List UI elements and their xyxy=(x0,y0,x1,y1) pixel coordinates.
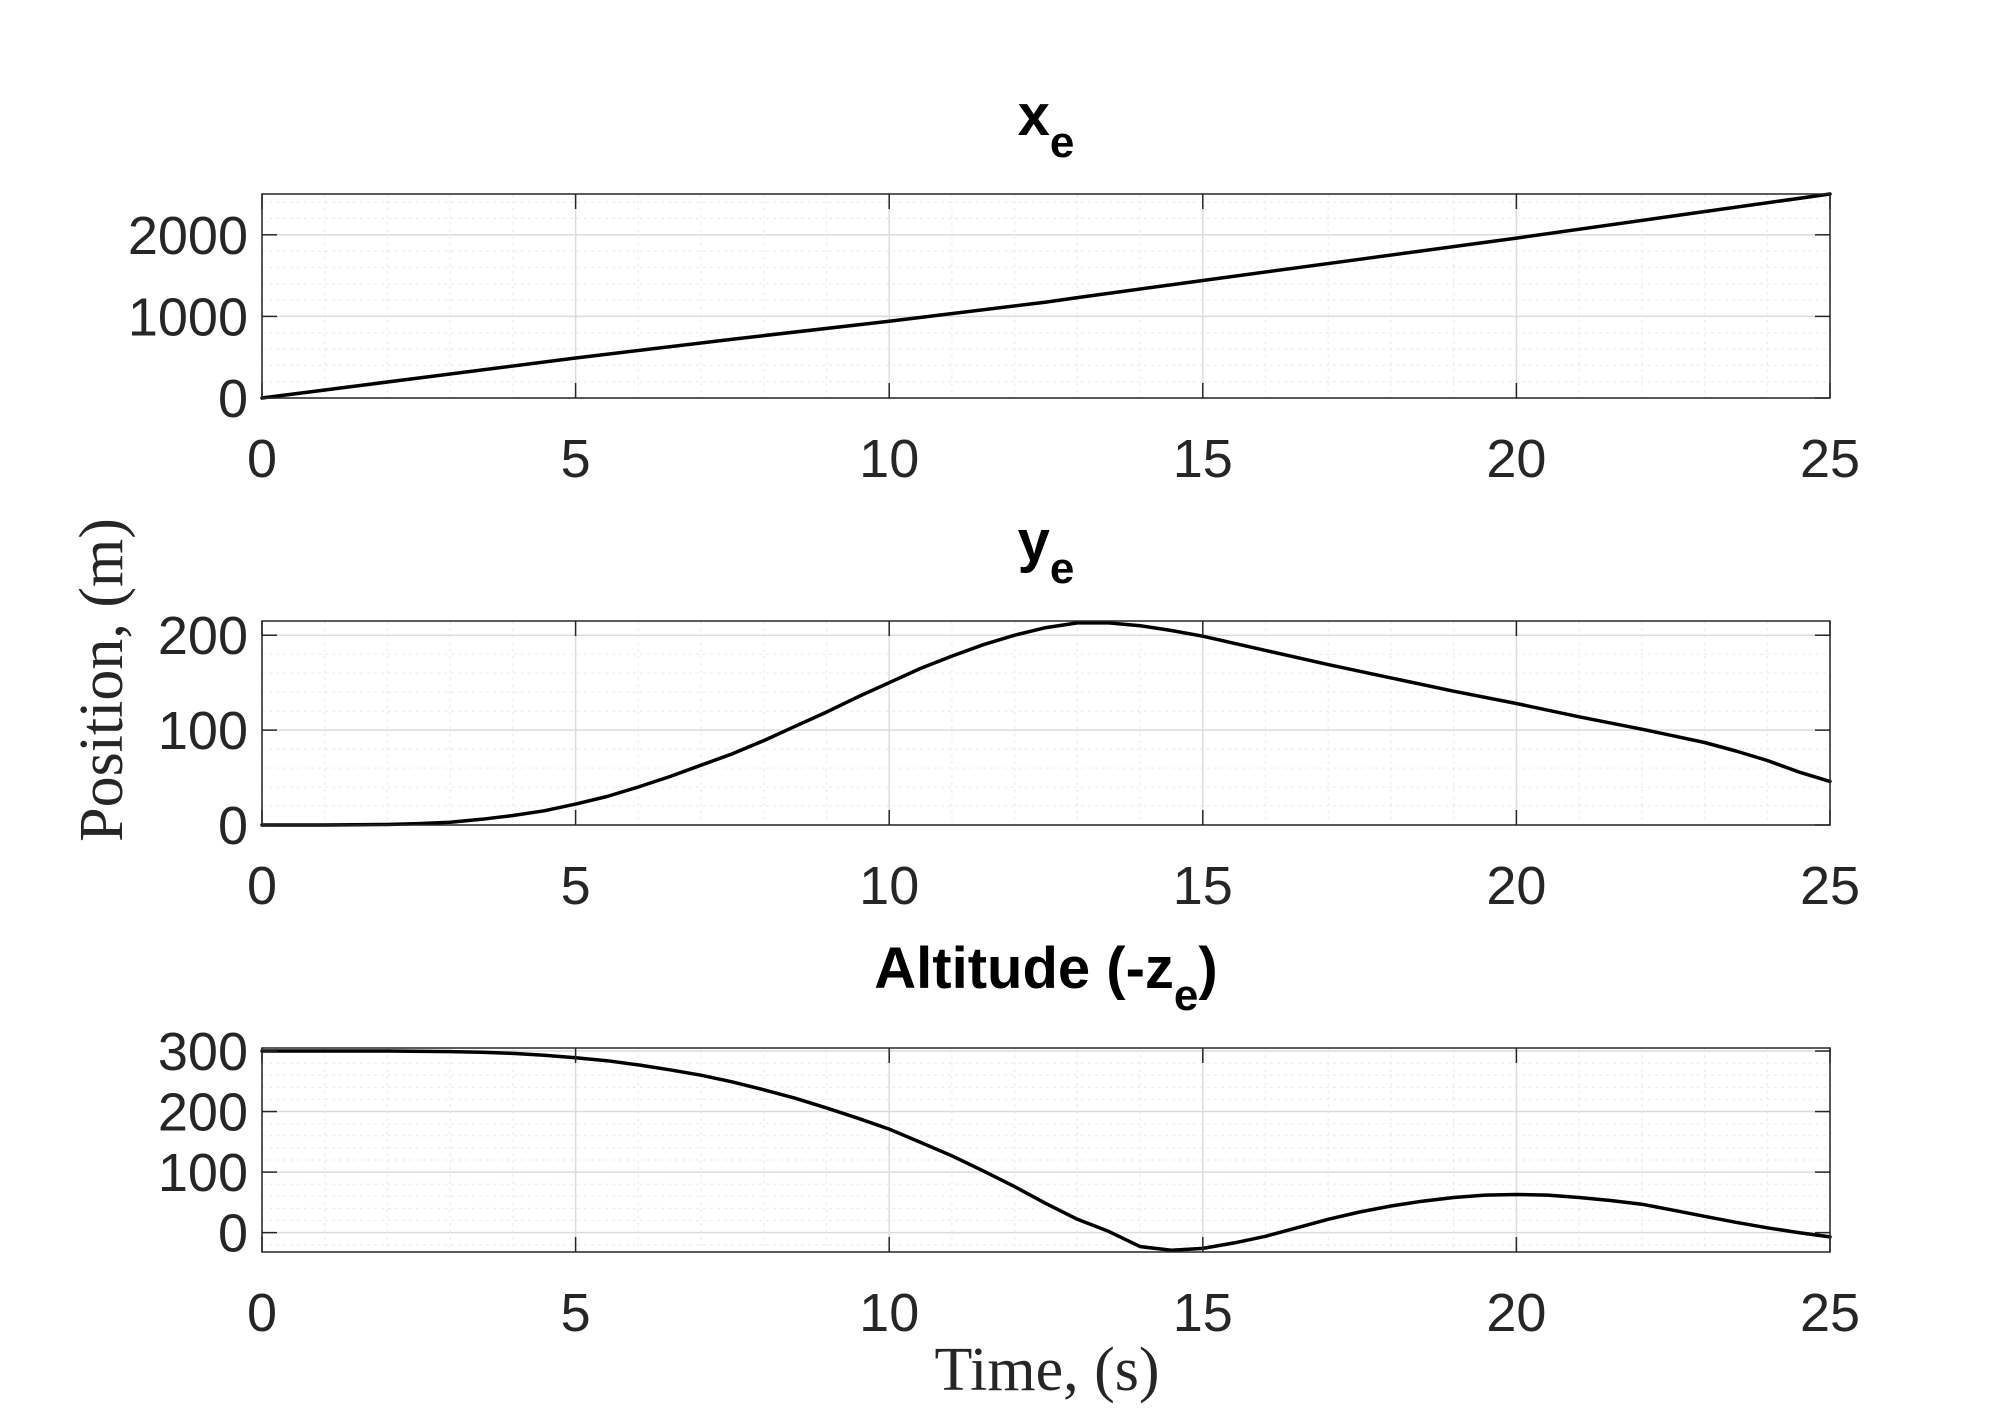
x-tick-label: 25 xyxy=(1800,856,1860,916)
series-line-1 xyxy=(260,621,1832,827)
y-tick-label: 200 xyxy=(158,606,248,666)
plot-area xyxy=(262,1048,1830,1252)
title-main-text: x xyxy=(1018,83,1050,148)
series-line-1 xyxy=(260,1049,1832,1252)
x-tick-label: 25 xyxy=(1800,429,1860,489)
x-tick-label: 5 xyxy=(561,856,591,916)
x-tick-label: 10 xyxy=(859,1283,919,1343)
x-tick-label: 20 xyxy=(1486,1283,1546,1343)
subplot-title: xe xyxy=(1018,83,1075,167)
y-tick-label: 0 xyxy=(218,369,248,429)
x-tick-label: 10 xyxy=(859,429,919,489)
figure-xlabel: Time, (s) xyxy=(934,1336,1159,1404)
x-tick-label: 15 xyxy=(1173,1283,1233,1343)
axes-frame xyxy=(261,620,1831,826)
plot-area xyxy=(262,621,1830,825)
subplot-2: 0 5 10 15 20 25 0 100 200 ye xyxy=(158,509,1860,916)
y-tick-label: 0 xyxy=(218,1204,248,1264)
title-main-text: y xyxy=(1018,509,1050,574)
subplot-title: Altitude (-ze) xyxy=(874,936,1217,1020)
y-tick-label: 100 xyxy=(158,1143,248,1203)
title-subscript: e xyxy=(1050,544,1074,593)
title-suffix: ) xyxy=(1198,936,1217,1001)
x-tick-label: 5 xyxy=(561,429,591,489)
x-tick-label: 0 xyxy=(247,429,277,489)
x-tick-label: 0 xyxy=(247,1283,277,1343)
series-line-1 xyxy=(260,192,1832,400)
axes-frame xyxy=(261,1047,1831,1253)
x-tick-label: 20 xyxy=(1486,856,1546,916)
y-tick-label: 1000 xyxy=(128,287,248,347)
y-tick-label: 200 xyxy=(158,1083,248,1143)
x-tick-label: 15 xyxy=(1173,429,1233,489)
ticks xyxy=(261,194,1831,399)
title-subscript: e xyxy=(1050,118,1074,167)
y-tick-label: 2000 xyxy=(128,206,248,266)
figure-ylabel: Position, (m) xyxy=(68,518,136,842)
title-subscript: e xyxy=(1174,971,1198,1020)
y-tick-label: 300 xyxy=(158,1022,248,1082)
subplot-title: ye xyxy=(1018,509,1075,593)
title-main-text: Altitude (-z xyxy=(874,936,1174,1001)
x-tick-label: 10 xyxy=(859,856,919,916)
subplot-1: 0 5 10 15 20 25 0 1000 2000 xe xyxy=(128,83,1860,489)
ticks xyxy=(261,1048,1831,1252)
y-tick-label: 0 xyxy=(218,796,248,856)
y-tick-label: 100 xyxy=(158,701,248,761)
x-tick-label: 25 xyxy=(1800,1283,1860,1343)
axes-frame xyxy=(261,193,1831,399)
ticks xyxy=(261,621,1831,826)
x-tick-label: 5 xyxy=(561,1283,591,1343)
x-tick-label: 15 xyxy=(1173,856,1233,916)
x-tick-label: 0 xyxy=(247,856,277,916)
x-tick-label: 20 xyxy=(1486,429,1546,489)
